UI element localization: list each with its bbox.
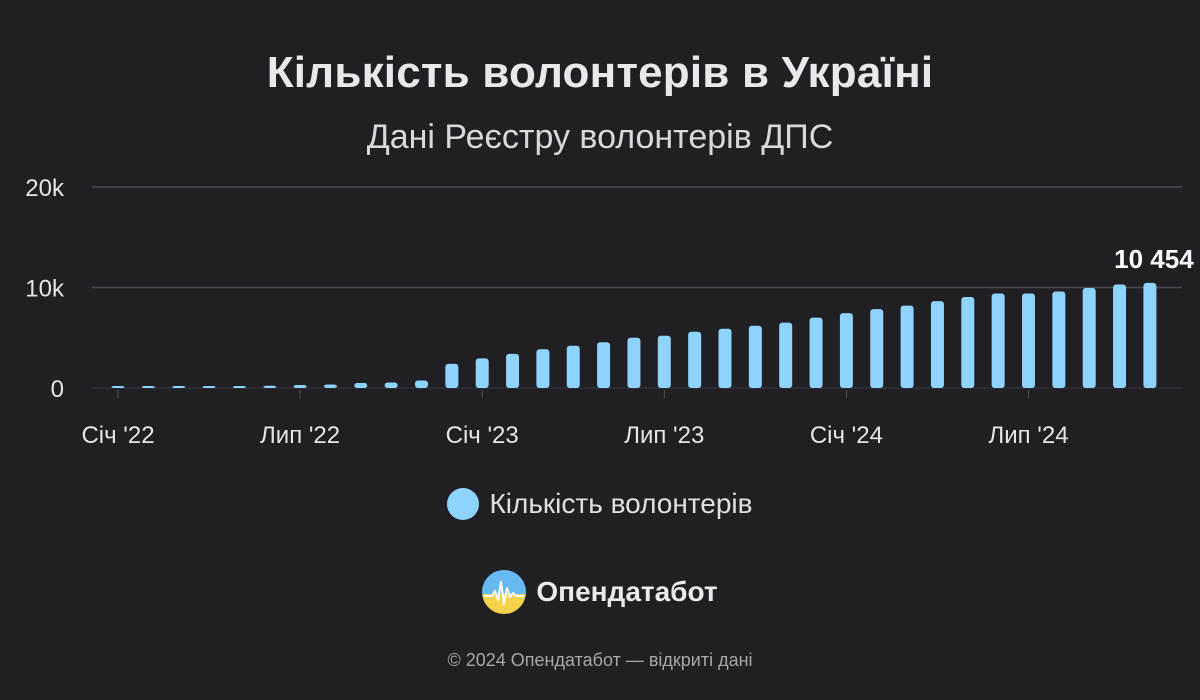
chart-subtitle: Дані Реєстру волонтерів ДПС [366, 118, 834, 156]
x-tick-label: Лип '22 [260, 422, 340, 449]
bar [870, 309, 884, 388]
bar [354, 382, 368, 388]
bar [1143, 282, 1157, 388]
bar [536, 349, 550, 388]
bar [111, 386, 125, 388]
footer-copyright: © 2024 Опендатабот — відкриті дані [447, 650, 753, 670]
bar [597, 342, 611, 388]
bar [202, 386, 216, 388]
bar [688, 331, 702, 388]
bar [445, 363, 459, 388]
bar [627, 337, 641, 388]
bar-chart: 0 10k 20k Січ '22 Лип '22 Січ '23 Лип '23 Січ '… [25, 175, 1195, 449]
bar [172, 386, 186, 388]
bar [232, 385, 246, 388]
data-label: 10 454 [1114, 244, 1194, 274]
bar [293, 384, 307, 388]
bar [991, 293, 1005, 388]
bar [900, 305, 914, 388]
bar [323, 384, 337, 388]
bar [718, 328, 732, 388]
y-tick-label: 20k [25, 175, 65, 202]
bar [961, 297, 975, 388]
x-tick-label: Січ '22 [81, 422, 154, 449]
legend[interactable]: Кількість волонтерів [0, 488, 1200, 520]
x-tick-label: Лип '23 [624, 422, 704, 449]
bar [839, 313, 853, 388]
legend-label: Кількість волонтерів [489, 488, 753, 519]
y-tick-label: 0 [51, 376, 64, 403]
bar [779, 322, 793, 388]
bar [141, 386, 155, 388]
bar [475, 358, 489, 388]
brand: Опендатабот [0, 570, 1200, 614]
y-tick-label: 10k [25, 276, 65, 303]
bar [809, 317, 823, 388]
x-tick-label: Лип '24 [988, 422, 1068, 449]
bar [930, 301, 944, 388]
legend-swatch [447, 488, 480, 520]
bar [1052, 291, 1066, 388]
x-tick-label: Січ '23 [446, 422, 519, 449]
chart-title: Кількість волонтерів в Україні [266, 48, 934, 97]
x-tick-label: Січ '24 [810, 422, 883, 449]
bar [384, 382, 398, 388]
bar [1113, 284, 1127, 388]
bar [1082, 288, 1096, 388]
opendatabot-logo-icon [482, 570, 527, 614]
bar [415, 380, 428, 388]
bar [566, 345, 580, 388]
bar [506, 353, 520, 388]
brand-name: Опендатабот [536, 576, 718, 607]
bar [657, 335, 671, 388]
bar [1022, 293, 1035, 388]
bar [748, 325, 762, 388]
bar [263, 385, 277, 388]
